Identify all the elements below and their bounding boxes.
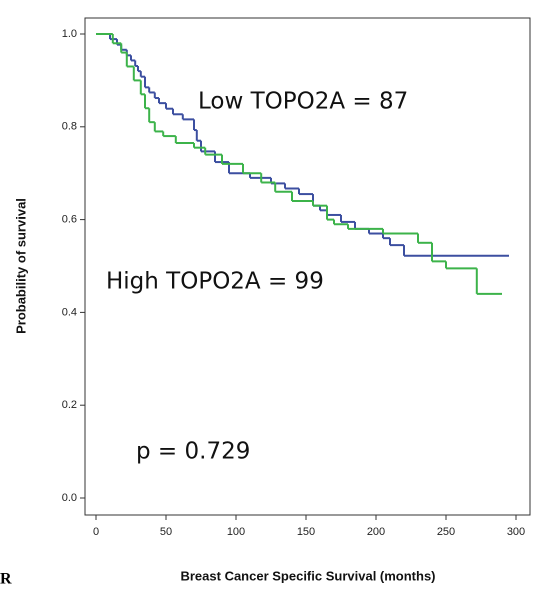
y-tick-label: 0.4 (62, 306, 77, 318)
x-tick-label: 250 (437, 526, 455, 538)
annotation: High TOPO2A = 99 (106, 269, 324, 295)
x-tick-label: 300 (507, 526, 525, 538)
x-tick-label: 50 (160, 526, 172, 538)
y-tick-label: 1.0 (62, 28, 77, 40)
y-tick-label: 0.8 (62, 121, 77, 133)
y-tick-label: 0.2 (62, 399, 77, 411)
x-tick-label: 150 (297, 526, 315, 538)
x-tick-label: 200 (367, 526, 385, 538)
y-tick-label: 0.0 (62, 492, 77, 504)
y-axis-label: Probability of survival (13, 198, 28, 334)
annotation: p = 0.729 (136, 439, 250, 465)
y-tick-label: 0.6 (62, 214, 77, 226)
corner-mark: R (0, 571, 12, 588)
x-tick-label: 100 (227, 526, 245, 538)
annotation: Low TOPO2A = 87 (198, 89, 408, 115)
plot-frame (84, 17, 531, 516)
x-tick-label: 0 (93, 526, 99, 538)
x-axis-label: Breast Cancer Specific Survival (months) (180, 568, 435, 583)
